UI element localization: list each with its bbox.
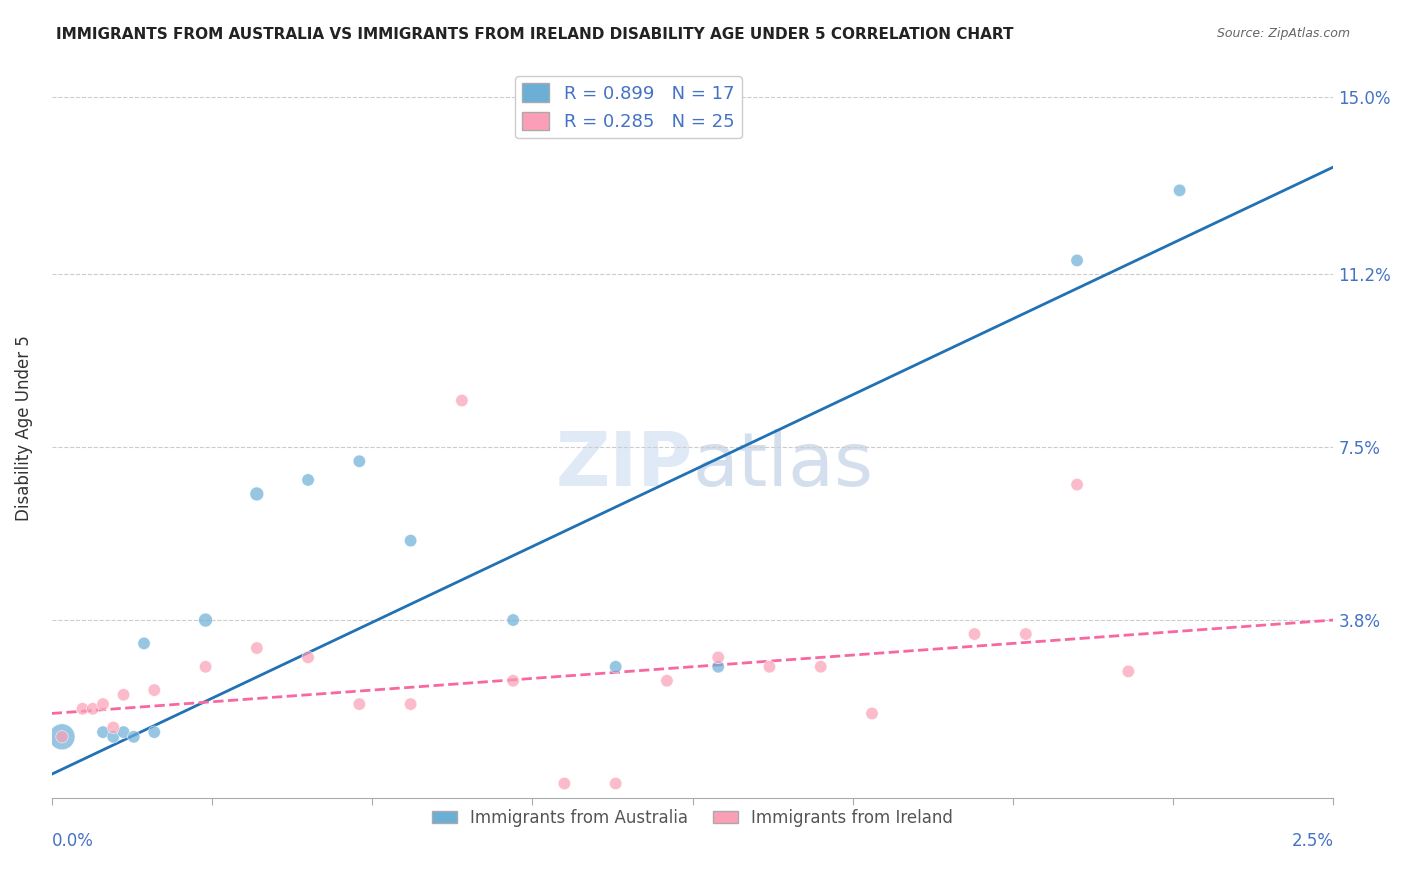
- Text: 0.0%: 0.0%: [52, 832, 94, 850]
- Point: [51, 730, 73, 744]
- Point: [399, 533, 422, 548]
- Point: [103, 721, 125, 735]
- Point: [103, 730, 125, 744]
- Text: 2.5%: 2.5%: [1291, 832, 1333, 850]
- Text: IMMIGRANTS FROM AUSTRALIA VS IMMIGRANTS FROM IRELAND DISABILITY AGE UNDER 5 CORR: IMMIGRANTS FROM AUSTRALIA VS IMMIGRANTS …: [56, 27, 1014, 42]
- Point: [1168, 183, 1191, 197]
- Point: [143, 683, 166, 698]
- Point: [860, 706, 883, 721]
- Point: [502, 613, 524, 627]
- Legend: Immigrants from Australia, Immigrants from Ireland: Immigrants from Australia, Immigrants fr…: [425, 802, 960, 833]
- Text: atlas: atlas: [693, 429, 873, 502]
- Point: [297, 650, 319, 665]
- Point: [246, 641, 269, 656]
- Point: [1066, 477, 1088, 491]
- Point: [132, 636, 155, 650]
- Point: [349, 697, 371, 711]
- Point: [246, 487, 269, 501]
- Y-axis label: Disability Age Under 5: Disability Age Under 5: [15, 335, 32, 522]
- Point: [553, 776, 575, 790]
- Point: [112, 688, 135, 702]
- Point: [758, 659, 780, 673]
- Point: [1118, 665, 1140, 679]
- Point: [82, 702, 104, 716]
- Point: [655, 673, 678, 688]
- Point: [1015, 627, 1038, 641]
- Point: [810, 659, 832, 673]
- Point: [72, 702, 94, 716]
- Point: [297, 473, 319, 487]
- Point: [963, 627, 986, 641]
- Point: [605, 776, 627, 790]
- Point: [707, 650, 730, 665]
- Point: [707, 659, 730, 673]
- Point: [112, 725, 135, 739]
- Point: [605, 659, 627, 673]
- Point: [91, 697, 114, 711]
- Point: [1066, 253, 1088, 268]
- Text: Source: ZipAtlas.com: Source: ZipAtlas.com: [1216, 27, 1350, 40]
- Point: [194, 613, 217, 627]
- Point: [194, 659, 217, 673]
- Point: [91, 725, 114, 739]
- Point: [143, 725, 166, 739]
- Point: [502, 673, 524, 688]
- Text: ZIP: ZIP: [555, 429, 693, 502]
- Point: [349, 454, 371, 468]
- Point: [51, 730, 73, 744]
- Point: [451, 393, 474, 408]
- Point: [122, 730, 145, 744]
- Point: [399, 697, 422, 711]
